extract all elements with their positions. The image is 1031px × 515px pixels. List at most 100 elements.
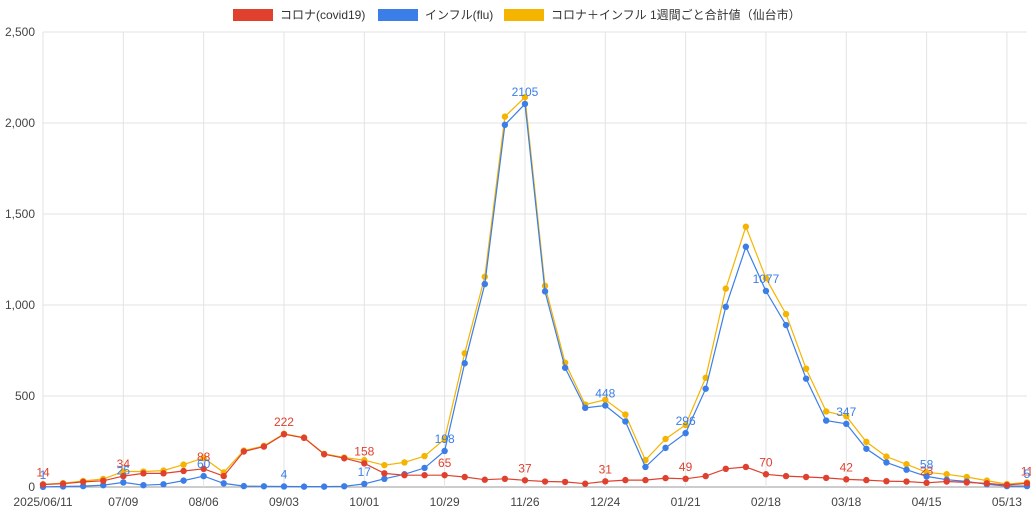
data-point <box>722 285 729 292</box>
legend-label[interactable]: インフル(flu) <box>425 8 493 22</box>
legend-label[interactable]: コロナ(covid19) <box>280 8 365 22</box>
data-point <box>642 476 649 484</box>
data-point <box>421 452 428 460</box>
x-axis: 2025/06/11 07/09 08/06 09/03 10/01 10/29 11/26… <box>13 495 1022 509</box>
data-label: 198 <box>435 432 455 446</box>
data-point <box>180 461 187 468</box>
data-point <box>401 459 408 466</box>
data-point <box>39 481 47 488</box>
data-point <box>521 93 529 101</box>
data-point <box>521 477 529 484</box>
data-point <box>1003 481 1011 489</box>
data-point <box>220 480 227 487</box>
data-point <box>602 478 609 485</box>
data-label: 4 <box>281 467 288 481</box>
data-point <box>361 480 368 488</box>
data-point <box>662 435 669 443</box>
data-point <box>240 482 248 490</box>
data-label: 1 <box>40 468 47 482</box>
data-label: 42 <box>840 460 854 474</box>
data-point <box>702 472 709 480</box>
data-point <box>582 480 589 487</box>
data-point <box>441 447 448 455</box>
data-point <box>642 463 649 471</box>
data-label: 88 <box>197 450 211 464</box>
data-point <box>361 460 368 467</box>
data-point <box>300 434 308 442</box>
data-point <box>782 321 790 329</box>
data-label: 25 <box>117 463 131 477</box>
y-tick-label: 2,000 <box>5 116 35 130</box>
legend-label[interactable]: コロナ＋インフル 1週間ごと合計値（仙台市） <box>551 7 801 22</box>
data-point <box>240 448 248 455</box>
legend-swatch[interactable] <box>504 9 544 21</box>
data-point <box>863 438 870 446</box>
data-point <box>220 472 227 480</box>
data-point <box>501 113 509 120</box>
data-point <box>742 243 750 250</box>
data-point <box>722 465 729 472</box>
data-point <box>481 476 488 483</box>
data-point <box>782 472 790 480</box>
data-label: 11 <box>1021 464 1031 478</box>
data-point <box>501 121 509 129</box>
data-point <box>541 288 549 295</box>
x-tick-label: 09/03 <box>269 495 299 509</box>
data-point <box>421 471 428 479</box>
data-point <box>180 477 187 484</box>
data-point <box>943 478 950 485</box>
data-point <box>421 464 428 472</box>
data-point <box>120 479 127 486</box>
data-label: 5 <box>1024 467 1031 481</box>
data-point <box>200 465 207 472</box>
data-point <box>481 273 488 280</box>
x-tick-label: 2025/06/11 <box>13 495 72 509</box>
data-point <box>120 472 127 480</box>
data-point <box>802 375 810 382</box>
data-point <box>662 474 669 482</box>
data-point <box>622 418 629 425</box>
data-point <box>160 481 167 488</box>
data-point <box>863 476 870 484</box>
data-point <box>320 483 328 490</box>
data-point <box>582 404 589 412</box>
data-label: 65 <box>438 456 452 470</box>
data-point <box>802 365 810 372</box>
data-point <box>602 402 609 409</box>
data-point <box>682 421 689 429</box>
data-point <box>140 481 147 489</box>
data-point <box>963 473 970 481</box>
data-point <box>100 477 107 485</box>
data-label: 34 <box>117 457 131 471</box>
data-point <box>461 360 468 367</box>
data-point <box>883 459 890 466</box>
data-point <box>381 470 388 477</box>
x-tick-label: 02/18 <box>751 495 781 509</box>
y-axis: 0 500 1,000 1,500 2,000 2,500 <box>5 25 35 494</box>
x-tick-label: 11/26 <box>510 495 539 509</box>
x-tick-label: 04/15 <box>912 495 942 509</box>
data-point <box>762 471 770 478</box>
data-point <box>943 471 950 478</box>
data-label: 37 <box>518 461 532 475</box>
data-point <box>682 475 689 483</box>
y-tick-label: 500 <box>15 389 35 403</box>
data-label: 2105 <box>512 85 539 99</box>
x-tick-label: 10/29 <box>430 495 460 509</box>
legend-swatch[interactable] <box>378 9 418 21</box>
data-point <box>300 483 308 490</box>
data-point <box>521 100 529 108</box>
data-point <box>762 275 770 282</box>
data-point <box>1023 480 1031 487</box>
data-point <box>561 478 569 486</box>
data-point <box>843 413 850 420</box>
data-point <box>602 396 609 404</box>
data-point <box>682 429 689 437</box>
data-point <box>742 463 750 471</box>
data-point <box>320 451 328 458</box>
data-point <box>160 470 167 477</box>
data-point <box>762 287 770 295</box>
data-point <box>782 310 790 318</box>
legend-swatch[interactable] <box>233 9 273 21</box>
